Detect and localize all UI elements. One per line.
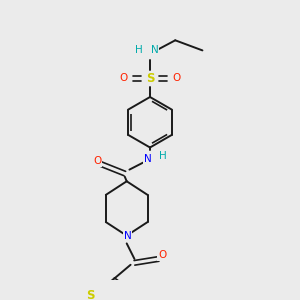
Text: N: N [124,231,131,241]
Text: O: O [120,74,128,83]
Text: N: N [144,154,152,164]
Text: H: H [135,45,143,55]
Text: H: H [159,151,166,161]
Text: N: N [151,45,158,55]
Text: O: O [158,250,166,260]
Text: O: O [172,74,180,83]
Text: S: S [86,289,95,300]
Text: O: O [93,156,101,166]
Text: S: S [146,72,154,85]
